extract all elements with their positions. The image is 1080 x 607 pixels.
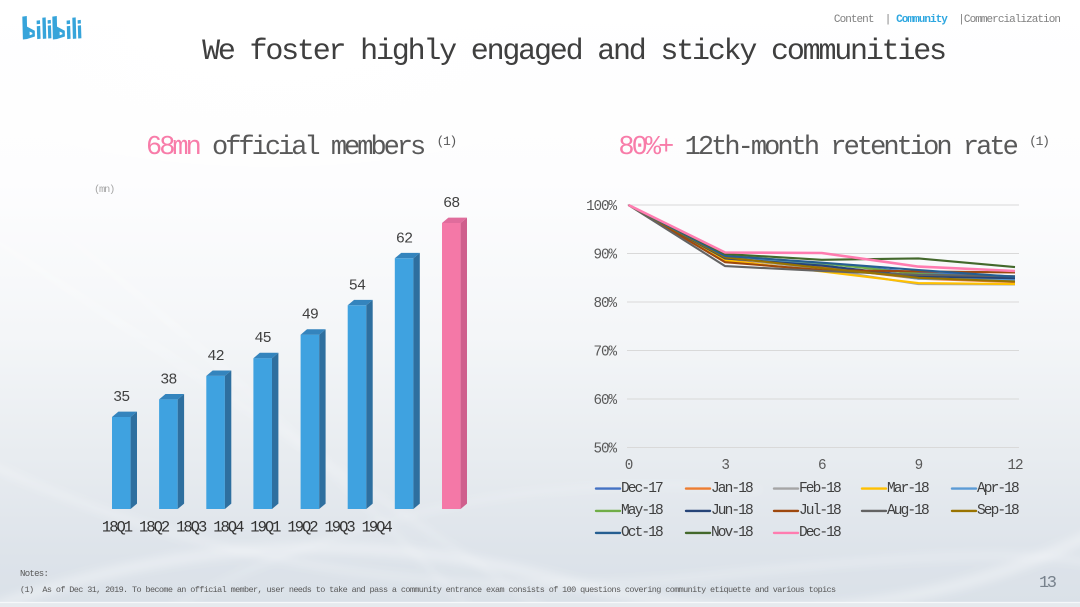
svg-text:68: 68 bbox=[443, 195, 460, 212]
svg-text:19Q3: 19Q3 bbox=[324, 519, 355, 537]
svg-text:38: 38 bbox=[160, 371, 177, 388]
svg-text:45: 45 bbox=[254, 330, 271, 347]
svg-text:80%: 80% bbox=[594, 296, 618, 312]
svg-text:0: 0 bbox=[625, 458, 633, 474]
svg-text:Dec-17: Dec-17 bbox=[621, 481, 663, 497]
svg-text:54: 54 bbox=[349, 277, 366, 294]
svg-text:19Q2: 19Q2 bbox=[287, 519, 318, 537]
svg-text:Jul-18: Jul-18 bbox=[799, 503, 841, 519]
svg-text:60%: 60% bbox=[594, 393, 618, 409]
svg-text:18Q2: 18Q2 bbox=[139, 519, 170, 537]
svg-text:35: 35 bbox=[113, 389, 130, 406]
svg-text:18Q4: 18Q4 bbox=[213, 519, 244, 537]
svg-text:100%: 100% bbox=[586, 199, 617, 215]
svg-text:6: 6 bbox=[818, 458, 826, 474]
svg-text:Apr-18: Apr-18 bbox=[977, 481, 1019, 497]
svg-text:Jan-18: Jan-18 bbox=[711, 481, 753, 497]
svg-text:70%: 70% bbox=[594, 345, 618, 361]
svg-text:Feb-18: Feb-18 bbox=[799, 481, 841, 497]
svg-text:Oct-18: Oct-18 bbox=[621, 525, 663, 541]
svg-text:Jun-18: Jun-18 bbox=[711, 503, 753, 519]
svg-text:Sep-18: Sep-18 bbox=[977, 503, 1019, 519]
svg-text:50%: 50% bbox=[594, 442, 618, 458]
svg-text:Dec-18: Dec-18 bbox=[799, 525, 841, 541]
svg-text:18Q3: 18Q3 bbox=[176, 519, 207, 537]
svg-text:18Q1: 18Q1 bbox=[102, 519, 133, 537]
svg-text:Mar-18: Mar-18 bbox=[887, 481, 929, 497]
svg-text:90%: 90% bbox=[594, 248, 618, 264]
svg-text:62: 62 bbox=[396, 230, 412, 247]
svg-text:42: 42 bbox=[207, 348, 223, 365]
svg-text:Aug-18: Aug-18 bbox=[887, 503, 929, 519]
svg-text:9: 9 bbox=[915, 458, 923, 474]
svg-text:19Q4: 19Q4 bbox=[362, 519, 393, 537]
svg-text:Nov-18: Nov-18 bbox=[711, 525, 753, 541]
svg-text:12: 12 bbox=[1008, 458, 1023, 474]
svg-text:49: 49 bbox=[302, 307, 318, 324]
svg-text:May-18: May-18 bbox=[621, 503, 663, 519]
svg-text:3: 3 bbox=[721, 458, 729, 474]
svg-text:19Q1: 19Q1 bbox=[250, 519, 281, 537]
